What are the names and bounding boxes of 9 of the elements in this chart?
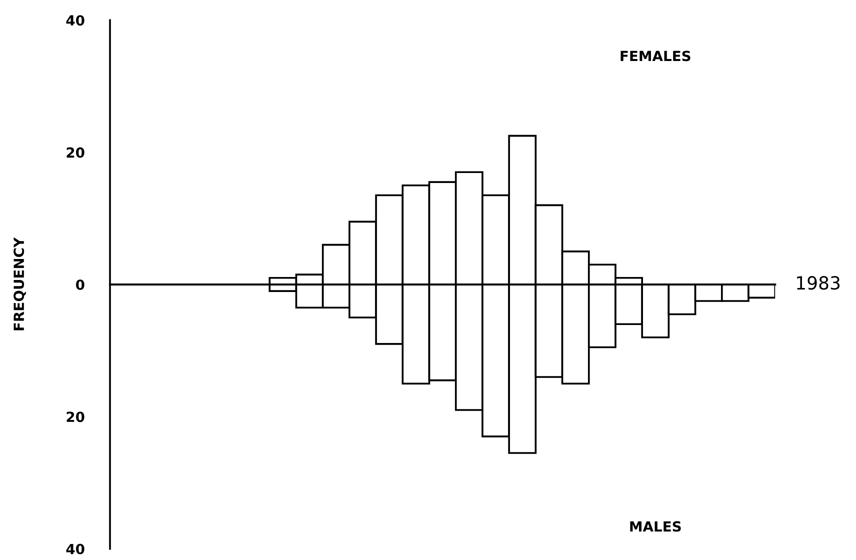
- annotation: MALES: [630, 521, 681, 532]
- text: 1983: [797, 276, 840, 290]
- annotation: FEMALES: [620, 50, 690, 62]
- y-tick-label: 40: [66, 544, 84, 554]
- y-tick-label: 20: [66, 147, 84, 158]
- y-tick-label: 20: [66, 412, 84, 422]
- y-axis-title: FREQUENCY: [14, 237, 26, 330]
- y-tick-label: 40: [66, 15, 84, 26]
- y-tick-label: 0: [76, 279, 84, 290]
